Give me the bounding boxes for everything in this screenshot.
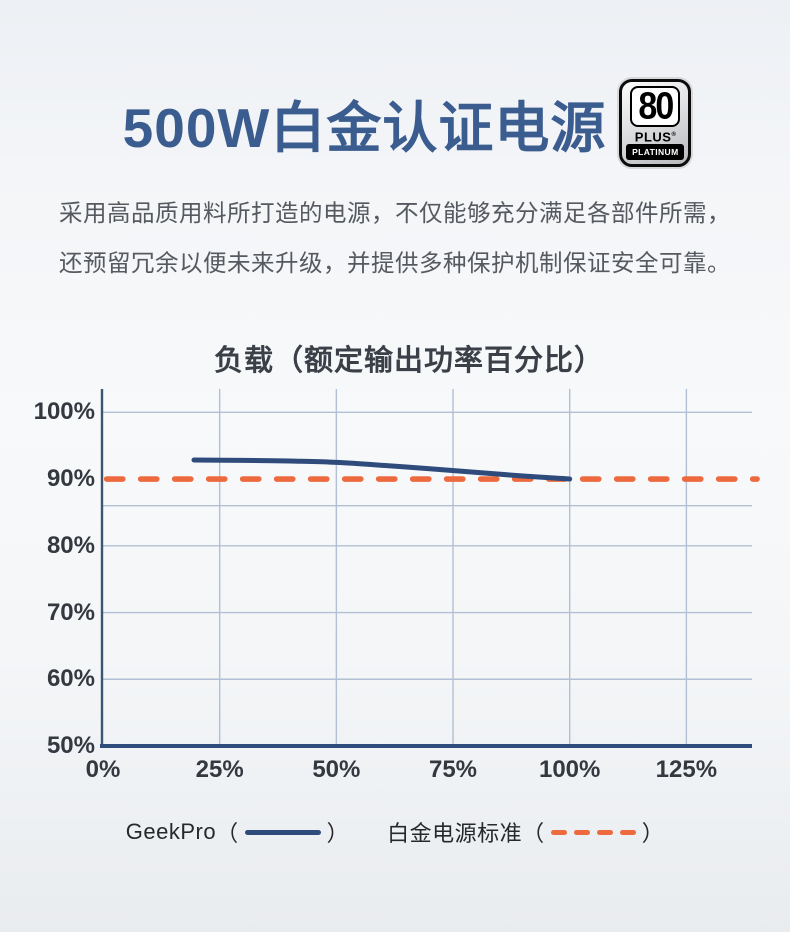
y-axis-labels: 100% 90% 80% 70% 60% 50% [0, 0, 95, 800]
header: 500W白金认证电源 80 PLUS® PLATINUM [12, 79, 790, 167]
y-tick-label: 60% [46, 665, 95, 693]
y-tick-label: 100% [33, 398, 95, 426]
chart-legend: GeekPro （ ） 白金电源标准（ ） [0, 816, 790, 848]
legend-item-platinum-standard: 白金电源标准（ ） [387, 816, 664, 848]
y-tick-label: 70% [46, 598, 95, 626]
badge-plus-word: PLUS [634, 129, 672, 144]
x-axis-labels: 0% 25% 50% 75% 100% 125% [0, 756, 790, 786]
legend-dash [619, 829, 636, 835]
y-tick-label: 90% [46, 465, 95, 493]
x-tick-label: 0% [85, 756, 121, 783]
description-line-1: 采用高品质用料所打造的电源，不仅能够充分满足各部件所需， [59, 200, 731, 226]
legend-open-paren: （ [216, 821, 239, 846]
legend-item-geekpro: GeekPro （ ） [126, 816, 349, 848]
y-tick-label: 50% [46, 732, 95, 759]
x-tick-label: 125% [655, 756, 718, 783]
legend-close-paren: ） [641, 821, 665, 846]
legend-label-platinum: 白金电源标准 [387, 821, 523, 846]
legend-dashed-line-swatch [550, 829, 636, 835]
x-tick-label: 75% [428, 756, 478, 783]
badge-platinum-bar: PLATINUM [626, 144, 685, 160]
registered-mark-icon: ® [671, 131, 676, 138]
legend-dash [573, 829, 590, 835]
series-geekpro-line [191, 457, 573, 482]
chart-title: 负载（额定输出功率百分比） [213, 345, 604, 377]
legend-dash [550, 829, 567, 835]
legend-close-paren: ） [326, 821, 350, 846]
badge-80-box: 80 [630, 85, 681, 128]
x-tick-label: 50% [312, 756, 361, 783]
x-tick-label: 100% [538, 756, 601, 783]
legend-open-paren: （ [522, 821, 545, 846]
badge-plus-text: PLUS® [635, 128, 676, 144]
legend-dash [596, 829, 613, 835]
y-tick-label: 80% [46, 531, 95, 559]
description-line-2: 还预留冗余以便未来升级，并提供多种保护机制保证安全可靠。 [59, 250, 731, 276]
badge-80-text: 80 [638, 85, 674, 128]
x-tick-label: 25% [195, 756, 244, 783]
page-title: 500W白金认证电源 [122, 97, 607, 159]
legend-label-geekpro: GeekPro [125, 819, 217, 844]
80plus-platinum-badge: 80 PLUS® PLATINUM [619, 79, 692, 167]
legend-solid-line-swatch [244, 829, 321, 835]
